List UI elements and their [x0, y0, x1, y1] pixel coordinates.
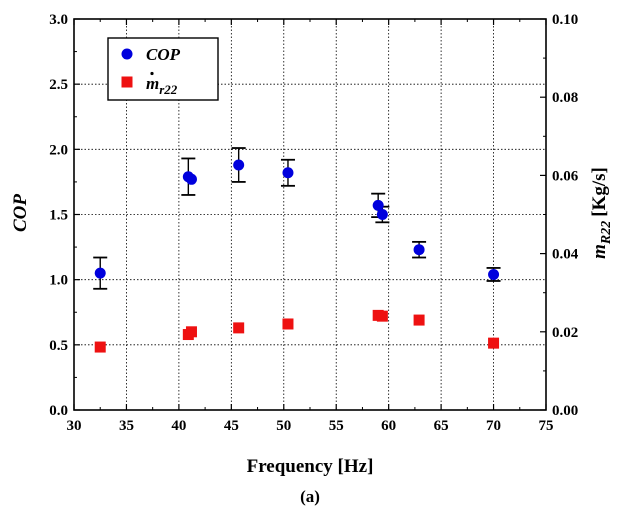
y-right-tick-label: 0.06 [552, 168, 579, 184]
legend: COP mr22 [107, 37, 219, 101]
y-right-tick-label: 0.02 [552, 325, 578, 341]
legend-label-mr22-sub: r22 [159, 82, 178, 97]
mr22-point [185, 326, 197, 338]
legend-label-cop: COP [146, 45, 181, 64]
x-tick-label: 55 [329, 418, 344, 434]
y-right-tick-label: 0.10 [552, 12, 578, 28]
cop-point [376, 209, 388, 220]
legend-box [107, 37, 219, 101]
y-axis-right-title-unit: [Kg/s] [589, 167, 610, 217]
y-axis-right-title-text: mR22 [Kg/s] [589, 167, 614, 259]
y-axis-right-title-main: m [589, 244, 610, 259]
y-left-tick-label: 0.5 [49, 338, 68, 354]
legend-marker-mr22 [121, 76, 133, 88]
cop-point [185, 173, 197, 185]
cop-point [372, 199, 384, 211]
x-axis-title: Frequency [Hz] [247, 456, 374, 477]
legend-label-mr22: mr22 [146, 74, 178, 97]
cop-point [233, 159, 245, 171]
x-tick-label: 45 [224, 418, 239, 434]
y-axis-left-title: COP [10, 194, 31, 232]
y-axis-right-title: mR22 [Kg/s] [589, 167, 614, 259]
cop-point [413, 244, 425, 256]
cop-point [282, 167, 294, 179]
mr22-point [488, 337, 500, 349]
y-left-tick-label: 0.0 [49, 403, 68, 419]
x-tick-label: 40 [171, 418, 186, 434]
y-right-tick-label: 0.08 [552, 90, 578, 106]
legend-mr22-dot-icon [150, 71, 154, 76]
cop-point [94, 267, 106, 279]
legend-marker-cop [121, 48, 133, 60]
y-axis-right-title-sub: R22 [599, 221, 614, 245]
mr22-point [233, 322, 245, 334]
error-bars [93, 147, 501, 290]
x-tick-label: 65 [434, 418, 449, 434]
cop-point [488, 268, 500, 280]
y-right-tick-label: 0.04 [552, 247, 579, 263]
mr22-point [376, 310, 388, 322]
axis-ticks: 30 35 40 45 50 55 60 65 70 75 0.0 0.5 1.0 1.5 2.0 2.5 3.… [49, 12, 579, 434]
y-left-tick-label: 3.0 [49, 12, 68, 28]
y-left-tick-label: 2.0 [49, 142, 68, 158]
y-left-tick-label: 1.0 [49, 273, 68, 289]
y-right-tick-label: 0.00 [552, 403, 578, 419]
mr22-point [413, 314, 425, 326]
legend-label-mr22-main: m [146, 74, 159, 93]
mr22-point [282, 318, 294, 330]
x-tick-label: 70 [486, 418, 501, 434]
mr22-point [94, 341, 106, 353]
y-left-tick-label: 2.5 [49, 77, 68, 93]
data-markers [94, 159, 500, 353]
figure-caption: (a) [300, 487, 320, 506]
x-tick-label: 35 [119, 418, 134, 434]
x-tick-label: 30 [67, 418, 82, 434]
x-tick-label: 75 [539, 418, 554, 434]
x-tick-label: 60 [381, 418, 396, 434]
y-left-tick-label: 1.5 [49, 208, 68, 224]
x-tick-label: 50 [276, 418, 291, 434]
